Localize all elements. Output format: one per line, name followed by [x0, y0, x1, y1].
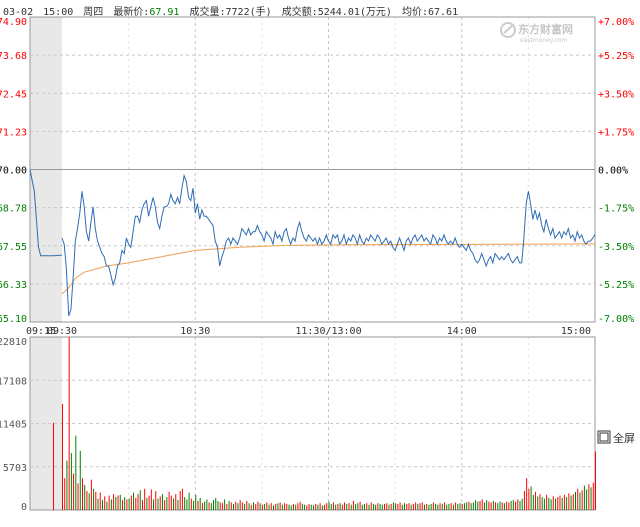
volume-tick-label: 22810	[0, 337, 27, 348]
time-tick-label: 09:15	[26, 326, 56, 337]
amount-label: 成交额:	[282, 5, 318, 18]
auction-price-line	[29, 169, 63, 257]
amount-unit: (万元)	[360, 7, 392, 18]
header-info: 03-02 15:00 周四 最新价:67.91 成交量:7722(手) 成交额…	[3, 5, 458, 18]
pct-tick-label: +7.00%	[598, 17, 634, 28]
time-tick-label: 14:00	[447, 326, 477, 337]
price-panel	[29, 16, 596, 323]
time-tick-label: 09:30	[47, 326, 77, 337]
volume-tick-label: 0	[21, 502, 27, 513]
avg-price-label: 均价:	[402, 6, 428, 18]
avg-price-value: 67.61	[428, 7, 458, 18]
price-tick-label: 72.45	[0, 89, 27, 100]
header-weekday: 周四	[83, 6, 103, 18]
pct-tick-label: -7.00%	[598, 314, 634, 325]
pct-tick-label: 0.00%	[598, 166, 628, 177]
price-tick-label: 73.68	[0, 51, 27, 62]
header-time: 15:00	[43, 7, 73, 18]
price-tick-label: 66.33	[0, 280, 27, 291]
logo-name: 东方财富网	[518, 22, 573, 36]
latest-price-value: 67.91	[149, 7, 179, 18]
pct-tick-label: -5.25%	[598, 280, 634, 291]
fullscreen-button[interactable]: 全屏	[597, 430, 635, 445]
amount-value: 5244.01	[318, 7, 360, 18]
price-tick-label: 70.00	[0, 166, 27, 177]
auction-area-volume	[30, 337, 62, 510]
volume-tick-label: 17108	[0, 376, 27, 387]
pct-tick-label: +5.25%	[598, 51, 634, 62]
pct-tick-label: -3.50%	[598, 242, 634, 253]
pct-tick-label: +1.75%	[598, 127, 634, 138]
volume-unit: (手)	[250, 5, 272, 18]
price-tick-label: 67.55	[0, 242, 27, 253]
volume-tick-label: 5703	[3, 463, 27, 474]
price-tick-label: 68.78	[0, 204, 27, 215]
price-tick-label: 65.10	[0, 314, 27, 325]
latest-price-label: 最新价:	[113, 5, 149, 18]
time-tick-label: 11:30/13:00	[295, 326, 361, 337]
pct-tick-label: -1.75%	[598, 204, 634, 215]
fullscreen-label: 全屏	[613, 431, 635, 445]
axis-labels: 74.90 +7.00% 73.68 +5.25% 72.45 +3.50% 71.23 +1…	[0, 17, 634, 513]
fullscreen-icon	[597, 430, 611, 444]
price-tick-label: 74.90	[0, 17, 27, 28]
volume-tick-label: 11405	[0, 420, 27, 431]
volume-label: 成交量:	[189, 5, 225, 18]
volume-value: 7722	[226, 7, 250, 18]
time-tick-label: 15:00	[561, 326, 591, 337]
volume-panel	[29, 336, 596, 511]
eastmoney-logo: 东方财富网 eastmoney.com	[500, 22, 573, 44]
avg-price-line	[61, 243, 596, 295]
intraday-price-line	[61, 173, 596, 316]
pct-tick-label: +3.50%	[598, 89, 634, 100]
header-date: 03-02	[3, 7, 33, 18]
price-tick-label: 71.23	[0, 127, 27, 138]
time-tick-label: 10:30	[180, 326, 210, 337]
logo-subtitle: eastmoney.com	[520, 37, 567, 44]
